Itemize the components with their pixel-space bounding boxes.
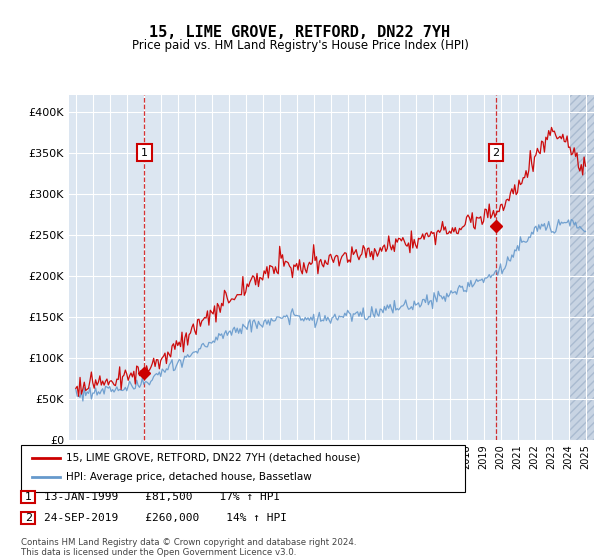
Text: 1: 1 [141,148,148,157]
Text: Price paid vs. HM Land Registry's House Price Index (HPI): Price paid vs. HM Land Registry's House … [131,39,469,52]
Text: 15, LIME GROVE, RETFORD, DN22 7YH (detached house): 15, LIME GROVE, RETFORD, DN22 7YH (detac… [66,452,361,463]
Text: Contains HM Land Registry data © Crown copyright and database right 2024.
This d: Contains HM Land Registry data © Crown c… [21,538,356,557]
Text: 15, LIME GROVE, RETFORD, DN22 7YH: 15, LIME GROVE, RETFORD, DN22 7YH [149,25,451,40]
Text: 1: 1 [25,492,32,502]
Text: 24-SEP-2019    £260,000    14% ↑ HPI: 24-SEP-2019 £260,000 14% ↑ HPI [44,513,287,523]
Text: 13-JAN-1999    £81,500    17% ↑ HPI: 13-JAN-1999 £81,500 17% ↑ HPI [44,492,281,502]
Text: 2: 2 [493,148,500,157]
Text: HPI: Average price, detached house, Bassetlaw: HPI: Average price, detached house, Bass… [66,472,312,482]
Text: 2: 2 [25,513,32,523]
Bar [569,95,594,440]
